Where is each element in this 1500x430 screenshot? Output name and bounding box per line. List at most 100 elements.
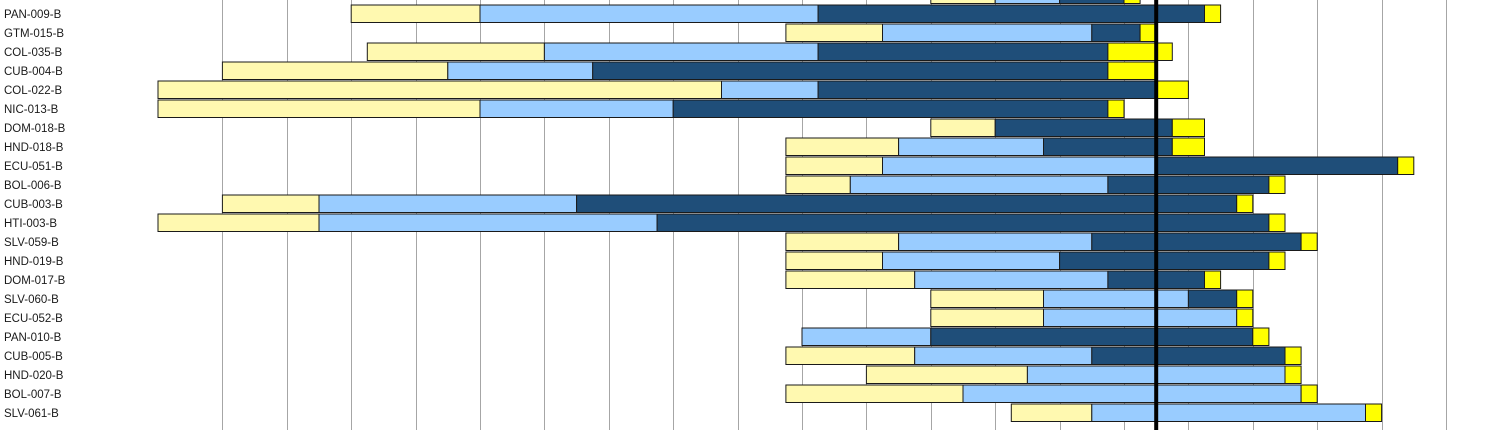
- row-label: CUB-005-B: [4, 351, 63, 363]
- bar-row-NIC-013-B: [157, 99, 1125, 118]
- bar-segment-stage-4: [1107, 42, 1173, 61]
- bar-row-SLV-059-B: [785, 232, 1318, 251]
- bar-row-SLV-061-B: [1010, 403, 1383, 422]
- bar-segment-stage-3: [1059, 0, 1125, 4]
- bar-segment-stage-1: [350, 4, 481, 23]
- bar-segment-stage-2: [318, 213, 658, 232]
- bar-segment-stage-1: [366, 42, 545, 61]
- bar-rows: [157, 0, 1415, 422]
- bar-segment-stage-2: [882, 251, 1061, 270]
- bar-segment-stage-2: [479, 4, 819, 23]
- bar-row-HTI-003-B: [157, 213, 1286, 232]
- bar-segment-stage-1: [785, 156, 884, 175]
- row-label: SLV-060-B: [4, 294, 59, 306]
- row-label: DOM-018-B: [4, 123, 66, 135]
- bar-segment-stage-4: [1107, 61, 1157, 80]
- bar-segment-stage-3: [672, 99, 1109, 118]
- bar-row-HND-019-B: [785, 251, 1286, 270]
- bar-segment-stage-1: [785, 23, 884, 42]
- bar-segment-stage-1: [930, 118, 996, 137]
- row-label: COL-035-B: [4, 47, 62, 59]
- bar-segment-stage-4: [1236, 194, 1254, 213]
- bar-segment-stage-1: [221, 194, 320, 213]
- bar-segment-stage-4: [1139, 23, 1157, 42]
- bar-segment-stage-1: [157, 99, 481, 118]
- bar-segment-stage-2: [1043, 308, 1238, 327]
- bar-segment-stage-3: [930, 327, 1254, 346]
- row-label: GTM-015-B: [4, 28, 64, 40]
- bar-row-CUB-003-B: [221, 194, 1254, 213]
- bar-segment-stage-2: [801, 327, 932, 346]
- bar-segment-stage-1: [930, 0, 996, 4]
- bar-segment-stage-4: [1300, 232, 1318, 251]
- bar-segment-stage-2: [1043, 289, 1189, 308]
- bar-segment-stage-3: [817, 4, 1205, 23]
- bar-segment-stage-1: [785, 384, 964, 403]
- row-label: COL-022-B: [4, 85, 62, 97]
- bar-segment-stage-4: [1236, 308, 1254, 327]
- bar-row-COL-022-B: [157, 80, 1189, 99]
- bar-segment-stage-1: [157, 213, 320, 232]
- bar-row-CUB-005-B: [785, 346, 1302, 365]
- bar-segment-stage-4: [1171, 137, 1206, 156]
- row-label: CUB-004-B: [4, 66, 63, 78]
- bar-row-GTM-015-B: [785, 23, 1157, 42]
- bar-segment-stage-3: [1043, 137, 1173, 156]
- bar-segment-stage-3: [576, 194, 1238, 213]
- bar-segment-stage-2: [898, 232, 1093, 251]
- bar-segment-stage-4: [1284, 346, 1302, 365]
- bar-segment-stage-4: [1252, 327, 1270, 346]
- bar-segment-stage-4: [1268, 251, 1286, 270]
- bar-segment-stage-1: [785, 346, 916, 365]
- bar-segment-stage-2: [962, 384, 1302, 403]
- bar-segment-stage-3: [817, 80, 1157, 99]
- row-label: NIC-013-B: [4, 104, 59, 116]
- bar-segment-stage-1: [785, 232, 900, 251]
- bar-segment-stage-4: [1300, 384, 1318, 403]
- bar-segment-stage-4: [1365, 403, 1383, 422]
- row-label: ECU-051-B: [4, 161, 63, 173]
- bar-row-DOM-018-B: [930, 118, 1206, 137]
- bar-segment-stage-4: [1268, 175, 1286, 194]
- bar-segment-stage-3: [1187, 289, 1238, 308]
- row-label: GTM-017-B: [4, 0, 64, 2]
- bar-segment-stage-3: [656, 213, 1270, 232]
- row-label: PAN-009-B: [4, 9, 62, 21]
- bar-row-ECU-051-B: [785, 156, 1415, 175]
- bar-segment-stage-3: [1059, 251, 1270, 270]
- bar-segment-stage-2: [479, 99, 674, 118]
- bar-segment-stage-1: [157, 80, 722, 99]
- bar-segment-stage-2: [1091, 403, 1367, 422]
- bar-segment-stage-2: [914, 270, 1109, 289]
- bar-row-GTM-017-B: [930, 0, 1141, 4]
- row-label: BOL-006-B: [4, 180, 62, 192]
- bar-segment-stage-4: [1397, 156, 1415, 175]
- bar-row-HND-020-B: [865, 365, 1302, 384]
- bar-segment-stage-3: [1091, 232, 1302, 251]
- bar-segment-stage-1: [865, 365, 1028, 384]
- bar-segment-stage-4: [1268, 213, 1286, 232]
- bar-row-COL-035-B: [366, 42, 1173, 61]
- bar-segment-stage-1: [785, 251, 884, 270]
- row-label: CUB-003-B: [4, 199, 63, 211]
- bar-row-ECU-052-B: [930, 308, 1254, 327]
- bar-segment-stage-2: [543, 42, 819, 61]
- bar-segment-stage-4: [1155, 80, 1189, 99]
- bar-segment-stage-4: [1236, 289, 1254, 308]
- row-label: SLV-061-B: [4, 408, 59, 420]
- bar-segment-stage-2: [447, 61, 594, 80]
- row-label: HTI-003-B: [4, 218, 57, 230]
- row-label: ECU-052-B: [4, 313, 63, 325]
- bar-segment-stage-3: [1091, 23, 1141, 42]
- bar-segment-stage-4: [1107, 99, 1125, 118]
- bar-segment-stage-2: [882, 156, 1157, 175]
- bar-row-SLV-060-B: [930, 289, 1254, 308]
- bar-segment-stage-3: [592, 61, 1109, 80]
- bar-segment-stage-2: [898, 137, 1044, 156]
- bar-segment-stage-3: [817, 42, 1109, 61]
- bar-row-HND-018-B: [785, 137, 1206, 156]
- bar-segment-stage-2: [994, 0, 1061, 4]
- bar-segment-stage-4: [1171, 118, 1206, 137]
- row-label: PAN-010-B: [4, 332, 62, 344]
